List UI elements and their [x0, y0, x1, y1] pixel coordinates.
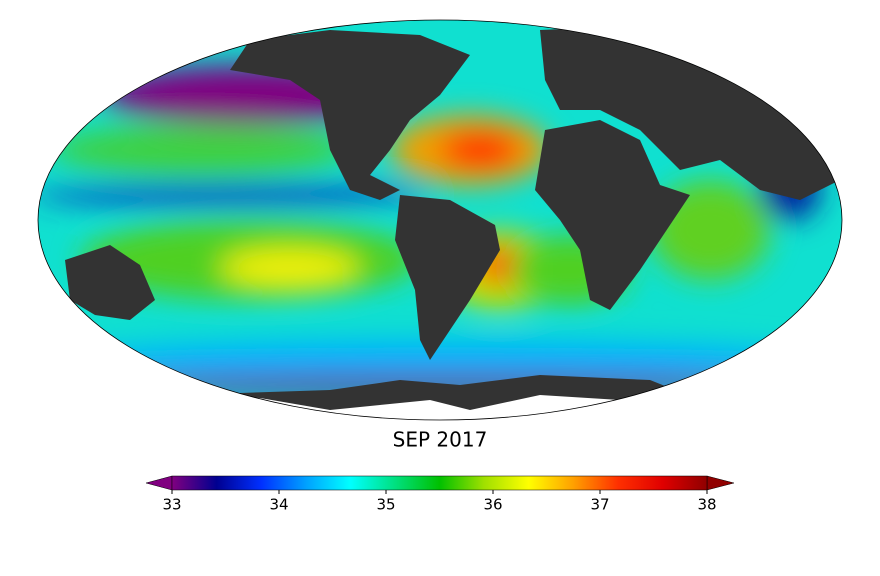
colorbar-min-arrow — [145, 475, 173, 491]
colorbar-tick-label: 33 — [162, 496, 181, 514]
colorbar: 33 34 35 36 37 38 — [145, 475, 735, 514]
map-outline — [37, 19, 843, 421]
colorbar-max-arrow — [706, 475, 735, 491]
map-title: SEP 2017 — [393, 428, 488, 452]
salinity-map — [38, 20, 842, 420]
colorbar-tick-label: 35 — [376, 496, 395, 514]
colorbar-tick-label: 38 — [697, 496, 716, 514]
colorbar-tick-label: 37 — [590, 496, 609, 514]
colorbar-tick-label: 34 — [269, 496, 288, 514]
colorbar-tick-label: 36 — [483, 496, 502, 514]
colorbar-gradient — [171, 475, 708, 491]
